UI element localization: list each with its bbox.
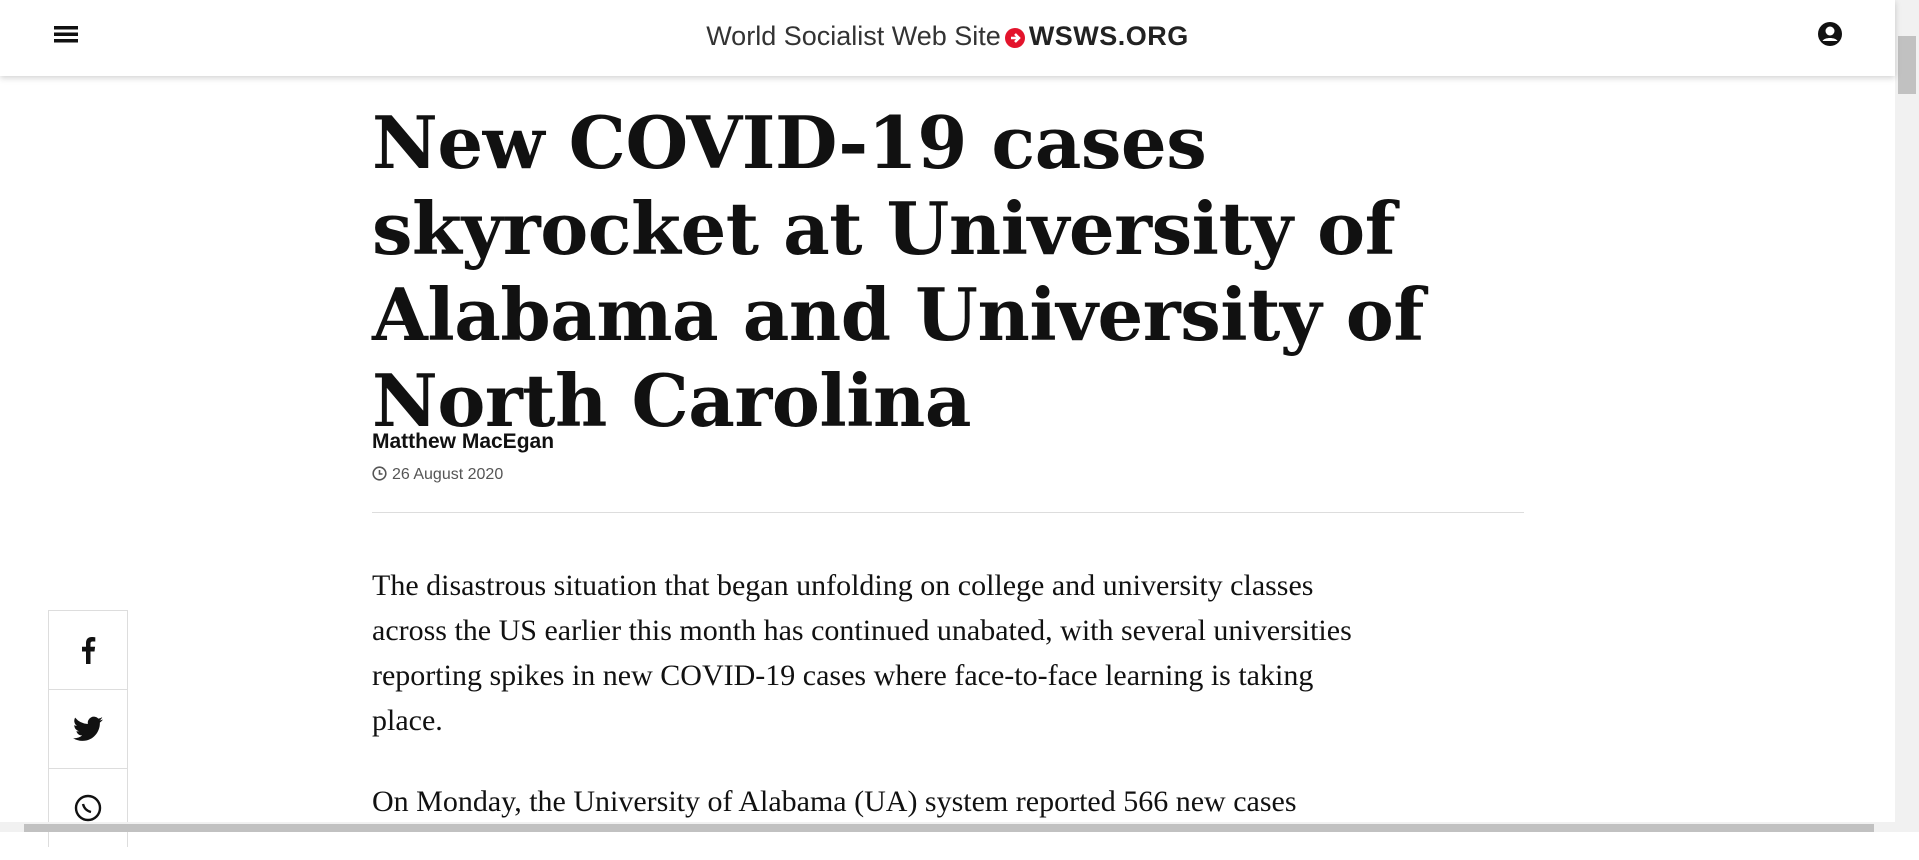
menu-button[interactable] [54, 24, 78, 44]
share-facebook[interactable] [48, 610, 128, 689]
paragraph: On Monday, the University of Alabama (UA… [372, 785, 1297, 818]
share-whatsapp[interactable] [48, 768, 128, 847]
divider [372, 512, 1524, 513]
scroll-thumb[interactable] [1898, 36, 1916, 94]
site-name: World Socialist Web Site [706, 21, 1001, 51]
share-twitter[interactable] [48, 689, 128, 768]
scroll-thumb[interactable] [24, 824, 1874, 832]
paragraph: The disastrous situation that began unfo… [372, 569, 1352, 737]
article-body: The disastrous situation that began unfo… [372, 563, 1377, 860]
logo-icon [1004, 28, 1025, 48]
article-title: New COVID-19 cases skyrocket at Universi… [372, 100, 1424, 443]
user-button[interactable] [1817, 21, 1843, 47]
author[interactable]: Matthew MacEgan [372, 430, 555, 453]
vertical-scrollbar[interactable] [1895, 0, 1919, 822]
share-bar [48, 610, 128, 847]
date: 26 August 2020 [392, 466, 504, 483]
site-header: World Socialist Web Site WSWS.ORG [0, 0, 1895, 76]
site-logo: WSWS.ORG [1028, 21, 1189, 51]
clock-icon [372, 466, 387, 481]
site-brand[interactable]: World Socialist Web Site WSWS.ORG [0, 18, 1895, 54]
date-line: 26 August 2020 [372, 466, 503, 484]
